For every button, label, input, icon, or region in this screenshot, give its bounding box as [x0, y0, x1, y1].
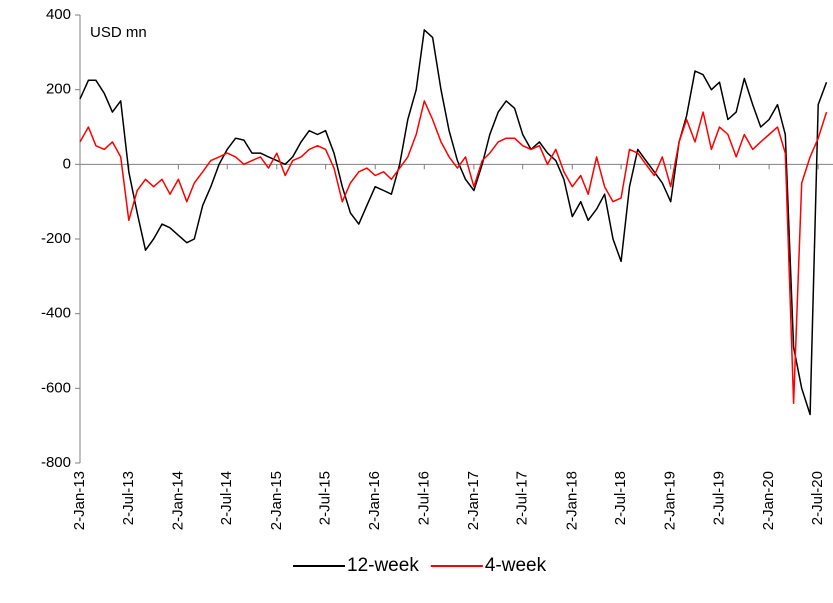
x-tick-label: 2-Jul-14 [218, 471, 235, 525]
x-tick-label: 2-Jan-19 [662, 471, 679, 530]
x-tick-label: 2-Jul-18 [612, 471, 629, 525]
x-tick-label: 2-Jul-17 [514, 471, 531, 525]
y-tick-label: 400 [46, 6, 71, 23]
x-tick-label: 2-Jan-18 [563, 471, 580, 530]
series-line [79, 29, 828, 416]
legend-label: 12-week [347, 555, 419, 576]
x-tick-label: 2-Jul-19 [710, 471, 727, 525]
x-tick-label: 2-Jan-17 [465, 471, 482, 530]
y-tick-label: -800 [41, 454, 71, 471]
y-tick-label: 0 [63, 155, 71, 172]
y-tick-label: -400 [41, 305, 71, 322]
y-tick-label: 200 [46, 81, 71, 98]
x-tick-label: 2-Jan-14 [169, 471, 186, 530]
x-tick-label: 2-Jul-15 [317, 471, 334, 525]
x-tick-label: 2-Jan-16 [366, 471, 383, 530]
unit-label: USD mn [90, 24, 147, 41]
y-tick-label: -200 [41, 230, 71, 247]
series-line [79, 100, 828, 405]
x-tick-label: 2-Jul-20 [809, 471, 826, 525]
x-tick-label: 2-Jul-13 [120, 471, 137, 525]
x-tick-label: 2-Jan-13 [71, 471, 88, 530]
x-tick-label: 2-Jul-16 [415, 471, 432, 525]
y-tick-label: -600 [41, 379, 71, 396]
x-tick-label: 2-Jan-20 [760, 471, 777, 530]
x-tick-label: 2-Jan-15 [268, 471, 285, 530]
legend-label: 4-week [485, 555, 547, 576]
